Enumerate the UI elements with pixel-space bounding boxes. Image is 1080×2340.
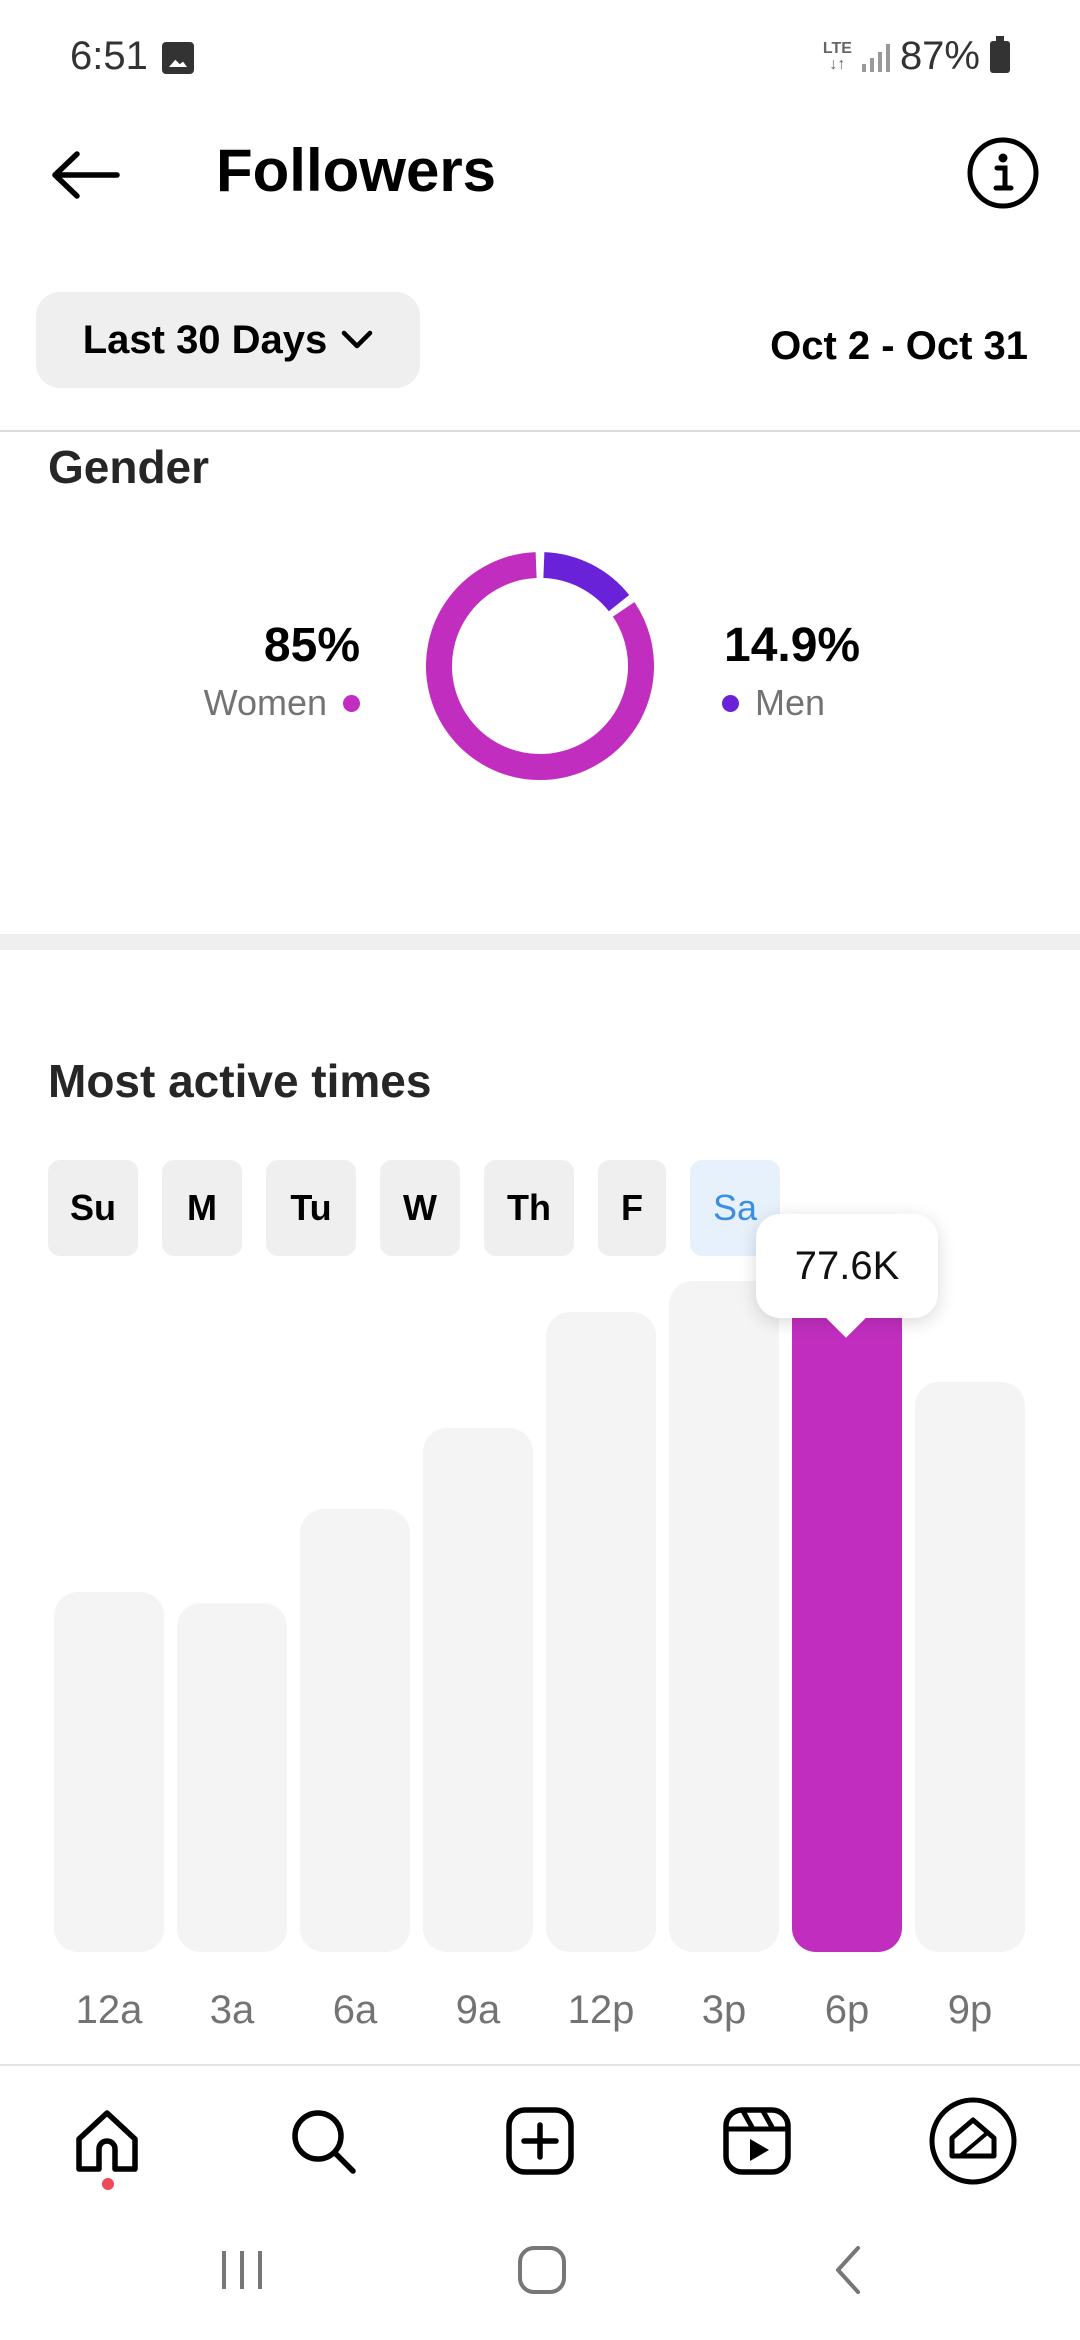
bar-label-9p: 9p [947,1988,993,2032]
bar-3a[interactable] [177,1603,287,1952]
back-button[interactable] [40,140,130,210]
day-tab-tu[interactable]: Tu [266,1160,356,1256]
bar-6p[interactable] [792,1261,902,1952]
signal-icon [861,42,890,72]
bar-label-9a: 9a [455,1988,501,2032]
info-icon [967,137,1039,209]
notification-dot [102,2178,114,2190]
bottom-nav [0,2064,1080,2204]
chevron-down-icon [342,330,373,349]
day-tabs: Su M Tu W Th F Sa [48,1160,780,1256]
page-title: Followers [216,137,497,204]
range-label: Last 30 Days [82,317,328,362]
women-arc [426,552,654,780]
section-separator [0,934,1080,950]
profile-icon [929,2097,1017,2185]
search-icon [292,2110,356,2174]
status-time: 6:51 [70,34,148,78]
bar-label-6p: 6p [824,1988,870,2032]
battery-icon [990,35,1010,73]
day-tab-su[interactable]: Su [48,1160,138,1256]
recents-button[interactable] [202,2240,282,2300]
men-dot [722,694,739,712]
men-percent: 14.9% [724,619,861,672]
home-icon [76,2110,138,2172]
women-dot [343,694,360,712]
bar-label-3a: 3a [209,1988,255,2032]
nav-reels[interactable] [712,2096,802,2186]
system-nav [0,2204,1080,2340]
info-button[interactable] [966,136,1040,210]
date-range-dropdown[interactable]: Last 30 Days [36,292,420,388]
active-times-bar-chart [54,1240,1028,1952]
filter-row: Last 30 Days Oct 2 - Oct 31 [0,292,1080,432]
bar-label-12a: 12a [75,1988,143,2032]
gender-title: Gender [48,441,210,493]
create-icon [506,2107,574,2175]
divider [0,430,1080,432]
app-header: Followers [0,120,1080,230]
reels-icon [723,2107,791,2175]
system-back-button[interactable] [808,2240,888,2300]
nav-profile[interactable] [928,2096,1018,2186]
bar-12a[interactable] [54,1592,164,1952]
recents-icon [222,2251,262,2289]
day-tab-m[interactable]: M [162,1160,242,1256]
women-label: Women [203,682,327,723]
bar-9a[interactable] [423,1428,533,1952]
battery-percent: 87% [899,34,980,78]
nav-home[interactable] [62,2096,152,2186]
status-right: LTE ↓↑ 87% [823,34,1010,79]
nav-search[interactable] [278,2096,368,2186]
date-range-text: Oct 2 - Oct 31 [770,324,1028,368]
bar-label-6a: 6a [332,1988,378,2032]
day-tab-f[interactable]: F [598,1160,666,1256]
men-label: Men [755,682,826,723]
men-arc [542,552,630,612]
women-percent: 85% [263,619,360,672]
day-tab-th[interactable]: Th [484,1160,574,1256]
bar-tooltip: 77.6K [756,1214,938,1318]
bar-9p[interactable] [915,1382,1025,1952]
bar-3p[interactable] [669,1281,779,1952]
gender-donut-chart [426,552,654,780]
bar-6a[interactable] [300,1509,410,1952]
nav-create[interactable] [495,2096,585,2186]
women-legend: Women [204,682,360,724]
bar-12p[interactable] [546,1312,656,1952]
men-legend: Men [722,682,825,724]
status-bar: 6:51 LTE ↓↑ 87% [0,0,1080,120]
lte-icon: LTE ↓↑ [822,39,852,73]
system-home-button[interactable] [502,2240,582,2300]
image-icon [162,42,194,74]
bar-label-3p: 3p [701,1988,747,2032]
bar-label-12p: 12p [567,1988,635,2032]
arrow-left-icon [52,151,120,199]
back-icon [836,2246,860,2294]
day-tab-w[interactable]: W [380,1160,460,1256]
home-button-icon [518,2246,566,2294]
most-active-times-title: Most active times [48,1055,432,1107]
